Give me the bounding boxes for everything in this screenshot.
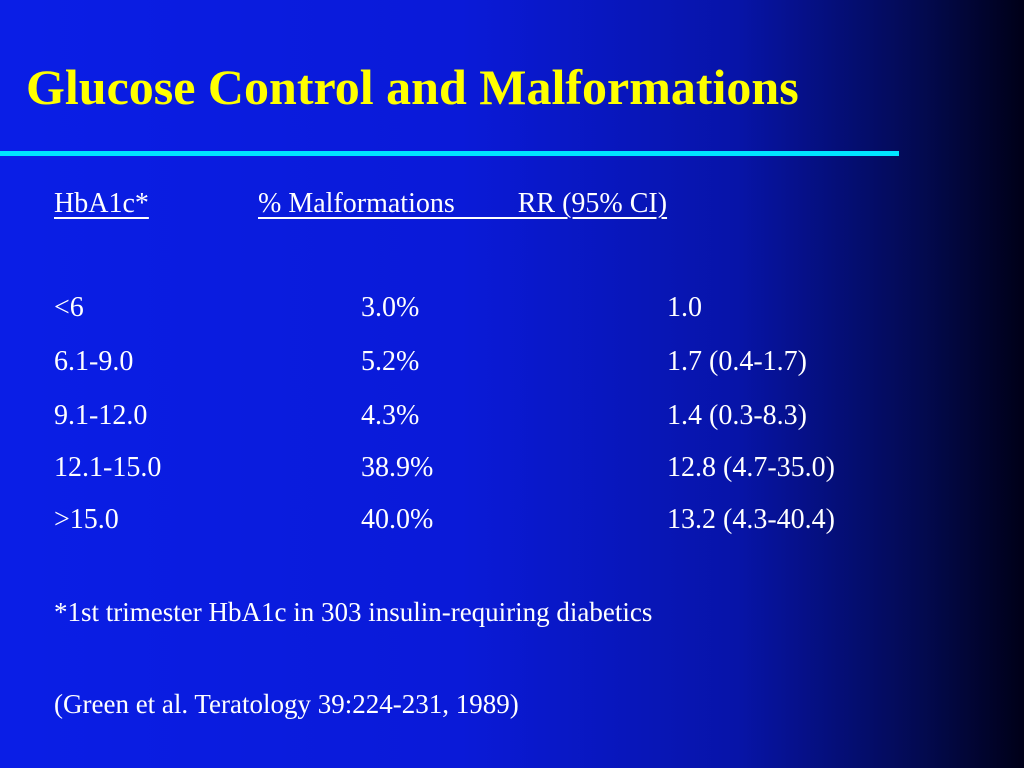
cell-relative-risk: 12.8 (4.7-35.0) [667, 452, 835, 483]
cell-hba1c: <6 [54, 292, 84, 323]
cell-relative-risk: 1.7 (0.4-1.7) [667, 346, 807, 377]
cell-malformations: 40.0% [361, 504, 434, 535]
header-hba1c: HbA1c* [54, 188, 149, 219]
cell-malformations: 4.3% [361, 400, 420, 431]
title-divider [0, 151, 899, 156]
cell-hba1c: >15.0 [54, 504, 119, 535]
cell-relative-risk: 13.2 (4.3-40.4) [667, 504, 835, 535]
cell-malformations: 3.0% [361, 292, 420, 323]
table-row: >15.0 40.0% 13.2 (4.3-40.4) [0, 500, 1024, 540]
header-malformations-rr: % Malformations RR (95% CI) [258, 188, 668, 219]
table-header: HbA1c* % Malformations RR (95% CI) [0, 184, 1024, 224]
table-row: 9.1-12.0 4.3% 1.4 (0.3-8.3) [0, 396, 1024, 436]
cell-hba1c: 9.1-12.0 [54, 400, 148, 431]
cell-relative-risk: 1.0 [667, 292, 702, 323]
cell-hba1c: 12.1-15.0 [54, 452, 162, 483]
cell-malformations: 5.2% [361, 346, 420, 377]
cell-hba1c: 6.1-9.0 [54, 346, 134, 377]
citation: (Green et al. Teratology 39:224-231, 198… [54, 689, 519, 719]
table-row: 6.1-9.0 5.2% 1.7 (0.4-1.7) [0, 342, 1024, 382]
footnote: *1st trimester HbA1c in 303 insulin-requ… [54, 597, 653, 627]
table-row: <6 3.0% 1.0 [0, 288, 1024, 328]
table-row: 12.1-15.0 38.9% 12.8 (4.7-35.0) [0, 448, 1024, 488]
slide-title: Glucose Control and Malformations [26, 59, 799, 115]
cell-malformations: 38.9% [361, 452, 434, 483]
cell-relative-risk: 1.4 (0.3-8.3) [667, 400, 807, 431]
